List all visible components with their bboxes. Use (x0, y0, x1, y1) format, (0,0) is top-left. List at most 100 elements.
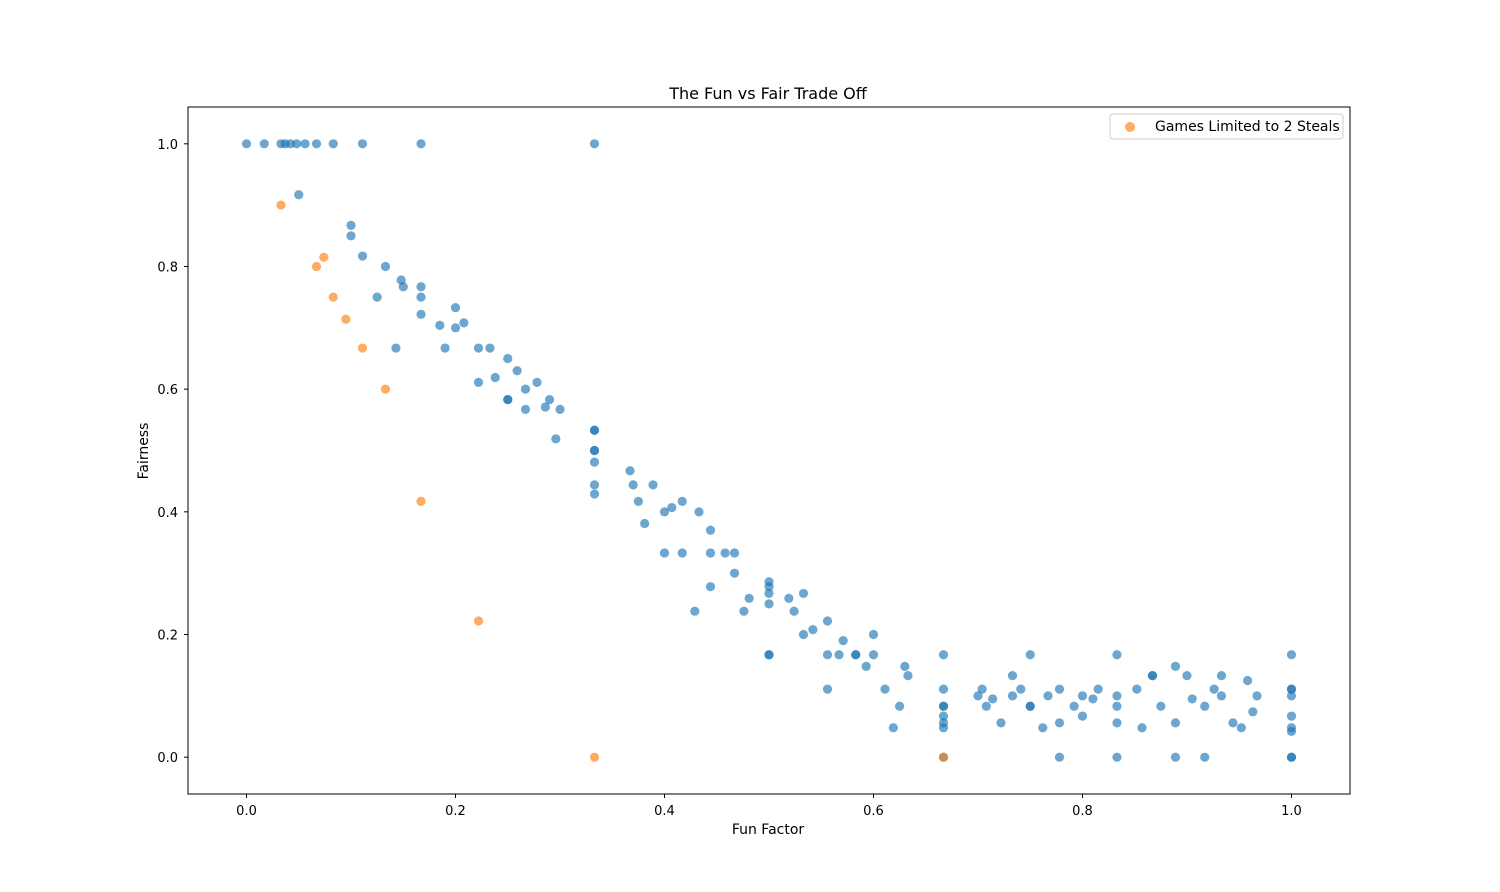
scatter-point (416, 139, 426, 149)
scatter-point (1228, 718, 1238, 728)
scatter-point (744, 593, 754, 603)
scatter-point (357, 251, 368, 261)
scatter-point (822, 616, 833, 626)
y-tick-label: 0.6 (157, 383, 178, 398)
scatter-point (764, 650, 774, 660)
y-tick-label: 0.8 (157, 260, 178, 275)
scatter-point (450, 302, 461, 313)
scatter-point (938, 701, 949, 711)
scatter-point (981, 701, 991, 711)
scatter-point (1286, 691, 1297, 701)
scatter-point (551, 434, 561, 444)
scatter-point (589, 139, 600, 149)
scatter-point (473, 377, 484, 388)
scatter-point (294, 190, 304, 200)
scatter-point (1025, 701, 1035, 711)
scatter-point (341, 314, 351, 324)
scatter-point (1112, 718, 1122, 728)
scatter-point (544, 394, 555, 405)
scatter-point (1286, 684, 1297, 694)
scatter-point (1187, 694, 1197, 704)
scatter-point (459, 318, 469, 328)
scatter-point (1170, 752, 1181, 762)
scatter-point (1025, 650, 1035, 660)
scatter-point (659, 507, 670, 517)
x-tick-label: 0.8 (1072, 804, 1093, 819)
scatter-point (633, 496, 643, 507)
scatter-point (996, 718, 1006, 728)
scatter-point (1209, 684, 1219, 694)
scatter-point (705, 525, 716, 535)
series-limited-2-steals (276, 200, 949, 762)
scatter-point (540, 402, 550, 412)
scatter-point (532, 377, 542, 388)
scatter-point (512, 366, 522, 376)
scatter-point (834, 650, 844, 660)
scatter-point (292, 139, 302, 149)
scatter-point (1147, 671, 1158, 681)
scatter-point (328, 139, 338, 149)
scatter-point (888, 723, 898, 733)
scatter-point (628, 480, 638, 490)
scatter-point (319, 252, 329, 262)
y-axis-title: Fairness (136, 423, 152, 480)
scatter-point (861, 661, 871, 672)
scatter-point (311, 139, 322, 149)
scatter-point (1248, 707, 1258, 717)
x-tick-label: 0.4 (654, 804, 675, 819)
scatter-point (851, 650, 861, 660)
scatter-point (938, 684, 949, 694)
x-tick-label: 0.6 (863, 804, 884, 819)
scatter-point (440, 343, 450, 353)
scatter-point (1043, 691, 1053, 701)
scatter-point (589, 480, 600, 490)
data-points (241, 139, 1297, 762)
x-axis-title: Fun Factor (732, 822, 805, 838)
scatter-point (346, 231, 356, 241)
scatter-point (589, 457, 600, 467)
scatter-point (938, 650, 949, 660)
scatter-point (398, 282, 408, 292)
scatter-point (764, 588, 774, 599)
scatter-point (784, 593, 794, 603)
legend-marker (1125, 122, 1135, 132)
chart-title: The Fun vs Fair Trade Off (668, 84, 868, 103)
scatter-point (473, 343, 484, 353)
scatter-point (372, 292, 382, 302)
scatter-point (1132, 684, 1142, 694)
scatter-point (838, 636, 848, 646)
scatter-point (625, 466, 635, 476)
x-tick-label: 0.2 (445, 804, 466, 819)
scatter-point (416, 309, 426, 319)
scatter-point (589, 752, 600, 762)
scatter-point (764, 599, 774, 609)
scatter-point (589, 489, 600, 499)
scatter-point (868, 629, 879, 640)
y-tick-label: 0.0 (157, 751, 178, 766)
scatter-point (416, 496, 426, 507)
legend-label: Games Limited to 2 Steals (1155, 119, 1340, 135)
scatter-point (485, 343, 495, 353)
scatter-point (473, 616, 484, 626)
scatter-point (705, 548, 716, 558)
scatter-point (789, 606, 799, 616)
y-axis-ticks: 0.0 0.2 0.4 0.6 0.8 1.0 (157, 138, 188, 766)
scatter-point (276, 200, 286, 210)
y-tick-label: 0.2 (157, 629, 178, 644)
scatter-point (1054, 684, 1065, 694)
scatter-point (1242, 675, 1253, 686)
scatter-point (1182, 671, 1192, 681)
scatter-point (648, 480, 658, 490)
scatter-point (895, 701, 905, 711)
scatter-point (1286, 711, 1297, 721)
scatter-point (311, 261, 322, 272)
x-tick-label: 0.0 (236, 804, 257, 819)
scatter-point (1093, 684, 1103, 694)
scatter-point (241, 139, 252, 149)
scatter-point (667, 502, 677, 513)
scatter-point (1170, 718, 1181, 728)
scatter-point (503, 394, 513, 405)
scatter-point (416, 282, 426, 292)
scatter-point (729, 548, 740, 558)
